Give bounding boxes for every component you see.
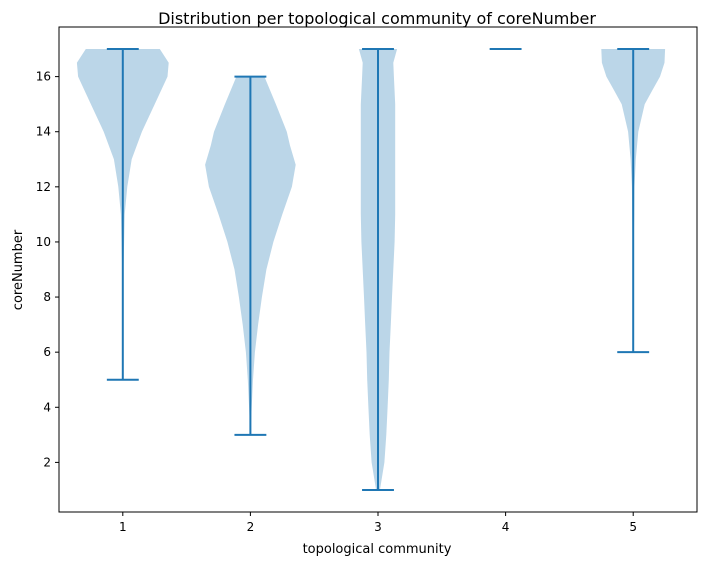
y-axis-label: coreNumber xyxy=(11,229,26,310)
y-tick-label: 8 xyxy=(43,290,51,304)
chart-title: Distribution per topological community o… xyxy=(158,9,596,28)
violin-community-3 xyxy=(358,48,398,491)
x-axis: 1 2 3 4 5 xyxy=(119,512,637,534)
y-axis: 2 4 6 8 10 12 14 16 xyxy=(36,70,59,469)
y-tick-label: 16 xyxy=(36,70,51,84)
violin-community-5 xyxy=(601,48,666,354)
y-tick-label: 4 xyxy=(43,400,51,414)
y-tick-label: 2 xyxy=(43,455,51,469)
y-tick-label: 12 xyxy=(36,180,51,194)
x-tick-label: 3 xyxy=(374,520,382,534)
y-tick-label: 10 xyxy=(36,235,51,249)
x-tick-label: 1 xyxy=(119,520,127,534)
x-tick-label: 4 xyxy=(502,520,510,534)
violin-community-1 xyxy=(76,48,169,381)
plot-area xyxy=(76,48,666,491)
x-tick-label: 2 xyxy=(247,520,255,534)
y-tick-label: 14 xyxy=(36,125,51,139)
y-tick-label: 6 xyxy=(43,345,51,359)
x-tick-label: 5 xyxy=(629,520,637,534)
x-axis-label: topological community xyxy=(303,542,452,557)
violin-community-2 xyxy=(205,75,296,436)
